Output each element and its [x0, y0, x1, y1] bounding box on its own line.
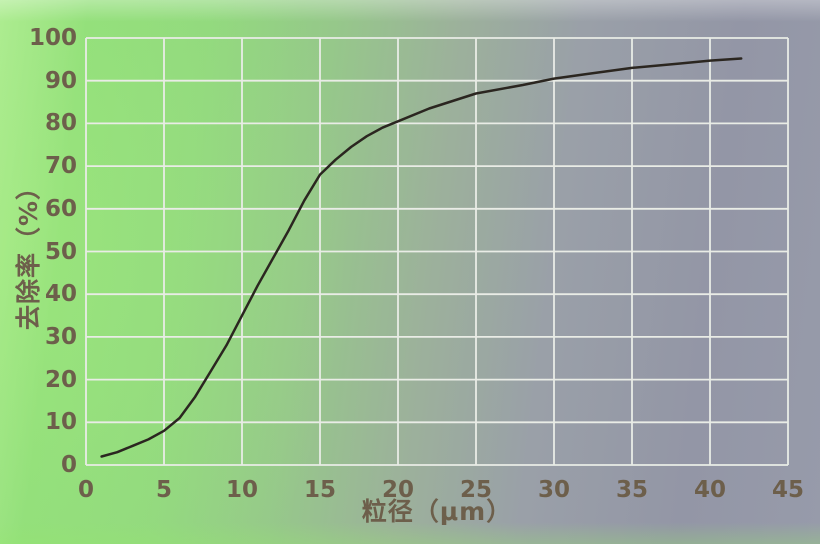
- y-tick-label: 60: [44, 195, 77, 222]
- y-tick-label: 30: [44, 323, 77, 350]
- y-tick-label: 80: [44, 110, 77, 137]
- x-tick-label: 10: [225, 477, 258, 503]
- x-tick-label: 15: [303, 477, 336, 503]
- y-tick-label: 0: [60, 452, 77, 478]
- y-tick-label: 50: [44, 238, 77, 265]
- x-tick-label: 30: [537, 477, 570, 503]
- y-tick-label: 10: [44, 409, 77, 436]
- removal-rate-curve: [100, 57, 743, 458]
- grid-lines: [85, 37, 789, 466]
- y-tick-label: 20: [44, 366, 77, 393]
- x-tick-label: 0: [77, 477, 94, 503]
- x-axis-title: 粒径（μm）: [361, 497, 513, 526]
- x-tick-label: 35: [615, 477, 648, 503]
- x-tick-label: 20: [381, 477, 414, 503]
- y-tick-label: 40: [44, 281, 77, 308]
- y-tick-label: 100: [28, 25, 77, 51]
- x-tick-label: 25: [459, 477, 492, 503]
- plot-area: [85, 37, 789, 466]
- x-tick-label: 45: [771, 477, 804, 503]
- y-axis-title: 去除率（%）: [14, 173, 43, 331]
- y-tick-label: 90: [44, 67, 77, 94]
- y-tick-label: 70: [44, 153, 77, 180]
- x-tick-label: 5: [155, 477, 172, 503]
- x-tick-label: 40: [693, 477, 726, 503]
